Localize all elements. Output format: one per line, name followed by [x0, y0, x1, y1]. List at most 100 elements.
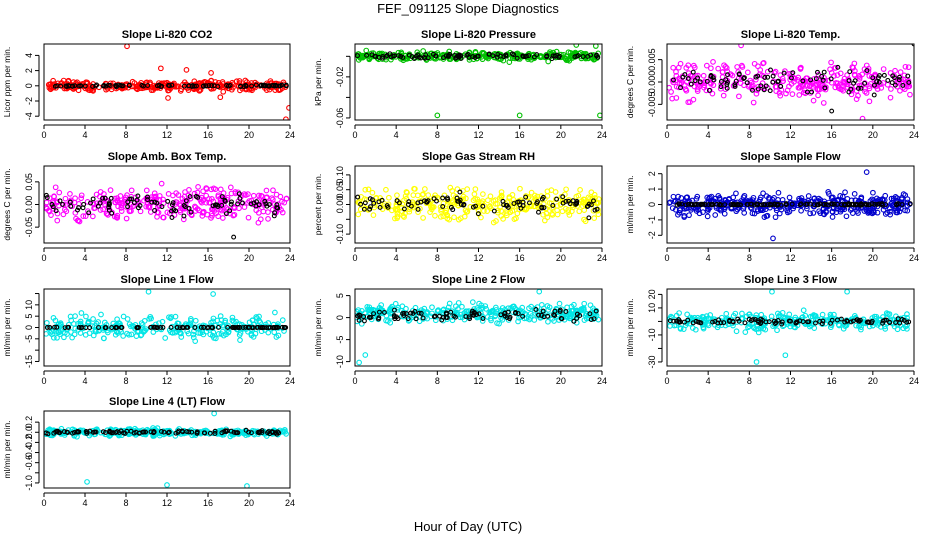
data-point — [67, 199, 73, 205]
data-point — [192, 338, 199, 345]
data-point — [156, 320, 162, 327]
data-point — [839, 202, 844, 208]
data-point — [812, 320, 818, 326]
y-axis-label: ml/min per min. — [625, 175, 635, 233]
data-point — [65, 324, 71, 330]
x-tick-label: 4 — [82, 253, 87, 263]
data-point — [552, 53, 558, 59]
data-point — [115, 203, 121, 210]
panel-7: Slope Line 1 Flow ml/min per min. 0 4 8 12 16 2… — [2, 274, 295, 386]
data-point — [463, 314, 469, 319]
data-point — [386, 194, 392, 201]
data-point — [730, 194, 737, 201]
data-point — [814, 202, 820, 208]
data-point — [272, 309, 278, 316]
data-point — [165, 198, 171, 204]
data-point — [70, 430, 75, 436]
data-point — [752, 317, 758, 323]
data-point — [725, 72, 730, 78]
data-point — [261, 325, 267, 330]
data-point — [480, 203, 486, 209]
data-point — [209, 83, 215, 89]
data-point — [198, 198, 204, 205]
data-point — [756, 319, 762, 325]
data-point — [60, 201, 65, 207]
data-point — [394, 314, 399, 320]
x-tick-label: 20 — [244, 498, 254, 508]
data-point — [362, 200, 368, 206]
y-tick-label: -0.6 — [24, 455, 34, 471]
data-point — [869, 315, 876, 321]
data-point — [65, 321, 72, 328]
data-point — [355, 211, 362, 218]
data-point — [180, 325, 186, 331]
data-point — [192, 325, 198, 330]
data-point — [186, 429, 192, 435]
data-point — [745, 324, 751, 331]
data-point — [420, 315, 426, 321]
data-point — [783, 90, 789, 97]
data-point — [686, 201, 691, 207]
data-point — [769, 196, 776, 203]
data-point — [810, 97, 817, 104]
data-point — [165, 95, 171, 101]
x-tick-label: 4 — [394, 130, 399, 140]
data-point — [237, 337, 243, 344]
data-point — [425, 192, 432, 198]
data-point — [413, 316, 419, 322]
data-point — [704, 213, 711, 220]
data-point — [257, 429, 263, 435]
data-point — [700, 72, 707, 79]
data-point — [229, 325, 235, 330]
data-point — [685, 62, 692, 69]
data-point — [384, 203, 390, 208]
data-point — [213, 210, 220, 216]
data-point — [740, 194, 747, 201]
data-point — [531, 54, 537, 60]
data-point — [440, 311, 446, 317]
data-point — [694, 88, 701, 94]
data-point — [78, 83, 84, 89]
data-point — [758, 311, 765, 318]
data-point — [181, 193, 188, 200]
data-point — [736, 318, 742, 324]
data-point — [404, 189, 410, 196]
data-point — [194, 430, 200, 436]
data-point — [208, 70, 214, 76]
data-point — [458, 202, 464, 207]
data-point — [594, 206, 600, 212]
data-point — [486, 51, 492, 57]
data-point — [515, 311, 521, 316]
data-point — [521, 54, 526, 59]
x-tick-label: 0 — [352, 253, 357, 263]
data-point — [194, 85, 200, 92]
data-point — [106, 204, 112, 210]
data-point — [509, 200, 516, 207]
data-point — [210, 315, 217, 322]
data-point — [179, 428, 185, 434]
data-point — [866, 83, 873, 89]
data-points — [667, 289, 912, 365]
data-point — [544, 193, 551, 199]
x-tick-label: 12 — [162, 253, 172, 263]
data-point — [829, 214, 836, 220]
data-point — [691, 83, 698, 90]
data-point — [265, 216, 271, 222]
data-point — [820, 77, 826, 83]
data-point — [559, 208, 566, 215]
data-point — [774, 327, 780, 334]
data-point — [219, 194, 225, 200]
data-point — [167, 203, 174, 209]
data-point — [502, 313, 508, 319]
data-point — [679, 201, 685, 207]
data-point — [779, 309, 786, 316]
data-point — [469, 299, 476, 305]
data-point — [90, 83, 96, 89]
data-point — [723, 65, 730, 71]
data-point — [793, 319, 799, 325]
data-point — [870, 75, 876, 81]
data-point — [394, 192, 400, 199]
data-point — [126, 82, 132, 88]
data-point — [265, 320, 272, 326]
data-point — [760, 190, 766, 197]
